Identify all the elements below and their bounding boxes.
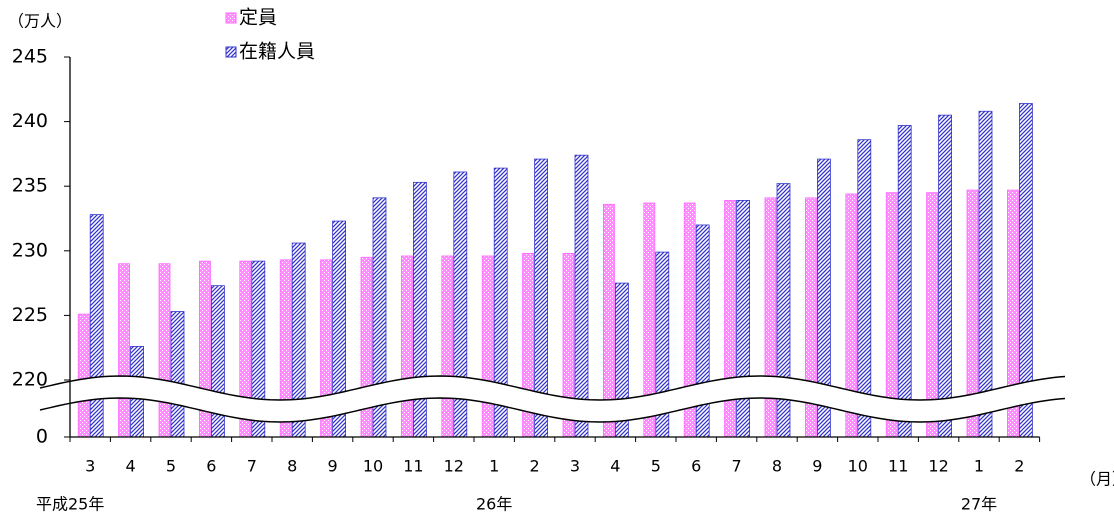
x-tick-label: 5 [651, 457, 661, 476]
x-tick-label: 2 [530, 457, 540, 476]
y-tick-label: 240 [12, 110, 48, 132]
y-tick-label: 245 [12, 46, 48, 68]
x-tick-label: 3 [570, 457, 580, 476]
x-tick-label: 6 [206, 457, 216, 476]
unit-label: （万人） [8, 12, 72, 31]
x-tick-label: 6 [691, 457, 701, 476]
year-label: 平成25年 [36, 495, 104, 514]
x-tick-label: 5 [166, 457, 176, 476]
bar [938, 114, 952, 438]
legend-swatch [225, 46, 237, 58]
x-tick-label: 9 [812, 457, 822, 476]
y-tick-label: 225 [12, 304, 48, 326]
x-tick-label: 2 [1014, 457, 1024, 476]
bar [89, 214, 104, 438]
bar [400, 255, 413, 438]
x-tick-label: 7 [732, 457, 742, 476]
legend-label: 定員 [239, 7, 277, 29]
x-tick-label: 9 [328, 457, 338, 476]
x-tick-label: 12 [928, 457, 948, 476]
x-tick-label: 10 [363, 457, 383, 476]
y-tick-label: 0 [36, 426, 48, 448]
x-tick-label: 11 [888, 457, 908, 476]
bar [574, 154, 589, 438]
bar [897, 125, 912, 438]
bar [77, 313, 90, 438]
bar [118, 263, 130, 438]
bar [736, 200, 750, 438]
x-tick-label: 4 [126, 457, 136, 476]
bar [978, 110, 993, 438]
bar [170, 311, 185, 438]
year-label: 27年 [961, 495, 997, 514]
bar [158, 263, 171, 438]
legend-swatch [225, 12, 237, 24]
axis-break [39, 375, 1066, 423]
x-tick-label: 8 [287, 457, 297, 476]
y-tick-label: 235 [12, 175, 48, 197]
x-tick-label: 11 [403, 457, 423, 476]
y-tick-label: 220 [12, 369, 48, 391]
x-tick-label: 12 [444, 457, 464, 476]
x-tick-label: 1 [489, 457, 499, 476]
x-tick-label: 8 [772, 457, 782, 476]
legend-label: 在籍人員 [239, 41, 315, 63]
x-tick-label: 10 [848, 457, 868, 476]
x-tick-label: 7 [247, 457, 257, 476]
x-tick-label: 3 [85, 457, 95, 476]
x-tick-label: 4 [610, 457, 620, 476]
bar [764, 197, 777, 438]
x-tick-label: 1 [974, 457, 984, 476]
x-unit-label: （月） [1080, 470, 1114, 489]
bar [481, 255, 494, 438]
year-label: 26年 [476, 495, 512, 514]
y-tick-label: 230 [12, 239, 48, 261]
bar [724, 200, 736, 438]
bar [441, 255, 454, 438]
